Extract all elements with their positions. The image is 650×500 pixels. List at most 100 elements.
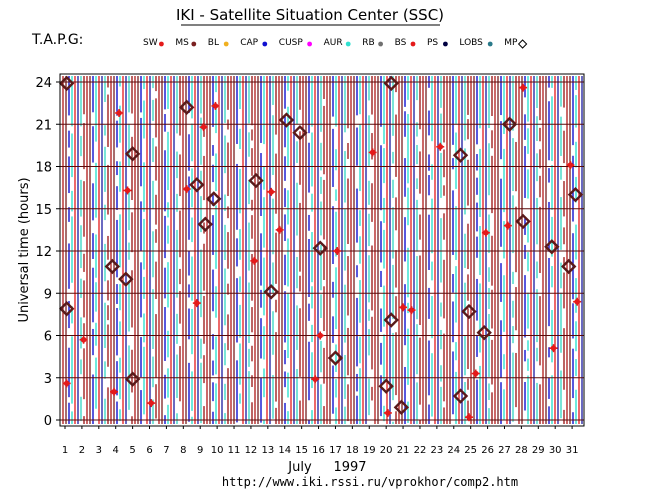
chart-title: IKI - Satellite Situation Center (SSC) [176,6,444,24]
legend-label-ps: PS [427,38,438,48]
y-tick-label: 6 [44,330,52,345]
x-ticks: 1 2 3 4 5 6 7 8 9 10 11 12 13 14 15 16 17 18 19 20 21 22 23 24 2… [62,426,579,456]
bs-point [399,303,408,312]
legend-label-mp: MP [504,38,518,48]
plot-frame [59,73,585,427]
bs-point [481,228,490,237]
footer-url[interactable]: http://www.iki.rssi.ru/vprokhor/comp2.ht… [222,475,518,489]
legend-marker-aur [345,41,351,47]
legend-marker-mp [517,39,528,49]
y-tick-label: 21 [35,118,52,133]
x-tick-label: 31 [566,445,579,456]
bs-point [471,369,480,378]
bs-point [250,256,259,265]
mp-point [292,125,308,141]
legend-marker-ps [443,41,448,47]
bs-point [115,108,124,117]
bs-point [275,225,284,234]
x-tick-label: 13 [261,445,274,456]
plot-area [58,73,585,427]
bs-point [182,185,191,194]
mp-point [124,146,141,162]
mp-point [312,240,328,256]
mp-point [206,191,222,207]
x-tick-label: 29 [532,445,545,456]
legend-label-rb: RB [362,38,374,48]
legend-marker-cap [262,41,268,47]
markers [58,75,584,422]
legend-label-sw: SW [143,38,158,48]
legend-label-aur: AUR [324,38,343,48]
mp-point [452,147,469,163]
x-tick-label: 19 [363,445,376,456]
x-tick-label: 10 [211,445,224,456]
bs-point [316,331,325,340]
y-tick-label: 0 [44,414,52,429]
mp-point [189,177,205,193]
x-tick-label: 30 [549,445,562,456]
x-tick-label: 25 [464,445,477,456]
legend-label-cap: CAP [240,38,258,48]
y-ticks: 0 3 6 9 12 15 18 21 24 [35,76,60,429]
x-tick-label: 17 [329,445,342,456]
x-tick-label: 12 [245,445,258,456]
bs-point [79,335,88,344]
x-tick-label: 24 [447,445,460,456]
bs-point [549,344,558,353]
bs-point [464,413,473,422]
legend: SW MS BL CAP CUSP AUR RB BS PS LOBS MP [143,38,528,49]
x-axis-year: 1997 [333,460,366,475]
y-tick-label: 12 [35,245,52,260]
legend-marker-bl [223,41,229,47]
x-tick-label: 14 [278,445,291,456]
bs-point [147,399,156,408]
mp-point [179,99,195,116]
x-tick-label: 6 [146,445,152,456]
x-tick-label: 8 [180,445,186,456]
legend-label-bs: BS [395,38,407,48]
mp-point [515,213,531,230]
bs-point [62,379,71,388]
legend-marker-sw [159,41,164,47]
bs-point [199,123,208,132]
mp-point [461,303,477,320]
mp-point [263,284,279,300]
bs-point [211,101,220,110]
bs-point [333,247,342,255]
x-tick-label: 18 [346,445,359,456]
region-stripes [62,76,583,424]
mp-point [383,312,399,328]
x-tick-label: 9 [197,445,203,456]
y-tick-label: 3 [44,372,52,387]
legend-marker-rb [378,41,383,47]
x-tick-label: 22 [414,445,427,456]
legend-label-bl: BL [208,38,219,48]
mp-point [104,258,121,275]
bs-point [267,187,276,196]
x-tick-label: 15 [295,445,308,456]
x-tick-label: 23 [431,445,444,456]
mp-point [58,75,75,92]
mp-point [476,324,492,341]
mp-point [118,271,134,287]
legend-label-lobs: LOBS [459,38,483,48]
x-tick-label: 11 [228,445,241,456]
mp-point [501,116,518,132]
legend-marker-lobs [487,41,493,47]
bs-point [383,408,392,417]
legend-label-ms: MS [175,38,189,48]
bs-point [436,142,445,151]
x-tick-label: 21 [397,445,410,456]
mp-point [278,112,295,128]
bs-point [123,186,132,195]
mp-point [393,399,410,416]
bs-point [192,299,201,308]
x-tick-label: 20 [380,445,393,456]
mp-point [544,239,560,255]
x-axis-month: July [287,460,312,475]
x-tick-label: 27 [498,445,511,456]
mp-point [58,301,75,317]
x-tick-label: 26 [481,445,494,456]
x-tick-label: 2 [79,445,85,456]
